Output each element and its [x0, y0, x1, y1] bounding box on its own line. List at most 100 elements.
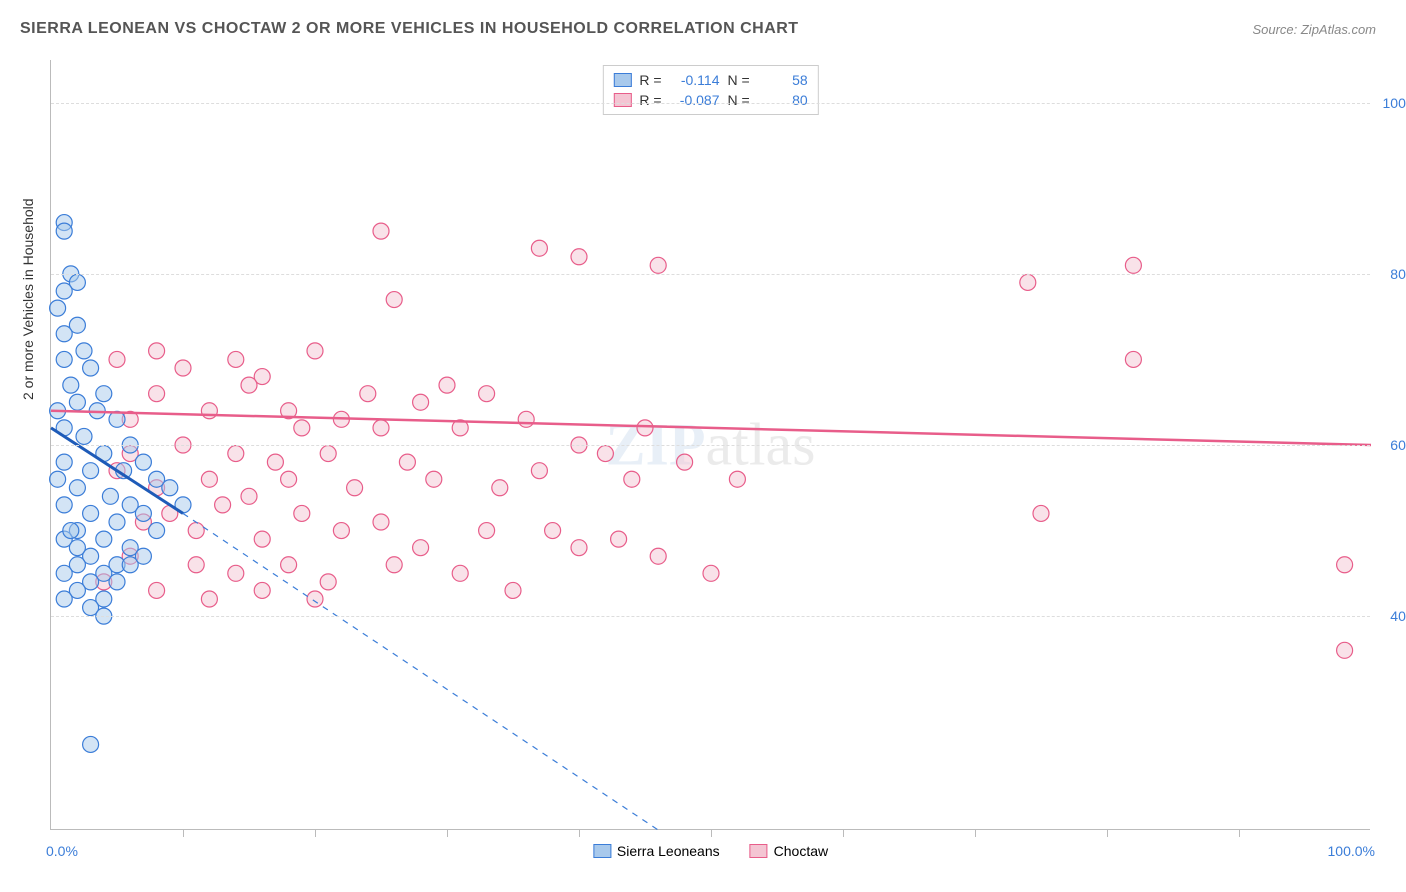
x-tick	[183, 829, 184, 837]
data-point	[333, 523, 349, 539]
data-point	[135, 505, 151, 521]
data-point	[373, 514, 389, 530]
legend-label-choctaw: Choctaw	[774, 843, 828, 859]
swatch-choctaw-legend	[750, 844, 768, 858]
x-axis-min: 0.0%	[46, 843, 78, 859]
legend-label-sierra: Sierra Leoneans	[617, 843, 720, 859]
data-point	[347, 480, 363, 496]
data-point	[267, 454, 283, 470]
x-tick	[711, 829, 712, 837]
data-point	[1033, 505, 1049, 521]
y-tick-label: 80.0%	[1390, 266, 1406, 282]
swatch-sierra	[613, 73, 631, 87]
data-point	[149, 582, 165, 598]
data-point	[149, 523, 165, 539]
data-point	[611, 531, 627, 547]
data-point	[56, 497, 72, 513]
data-point	[241, 377, 257, 393]
y-tick-label: 60.0%	[1390, 437, 1406, 453]
data-point	[1125, 257, 1141, 273]
data-point	[531, 463, 547, 479]
data-point	[96, 386, 112, 402]
data-point	[571, 540, 587, 556]
chart-title: SIERRA LEONEAN VS CHOCTAW 2 OR MORE VEHI…	[20, 20, 799, 38]
data-point	[703, 565, 719, 581]
x-tick	[1239, 829, 1240, 837]
r-label: R =	[639, 72, 661, 88]
y-tick-label: 40.0%	[1390, 608, 1406, 624]
n-label: N =	[728, 72, 750, 88]
x-tick	[315, 829, 316, 837]
data-point	[571, 249, 587, 265]
data-point	[56, 223, 72, 239]
data-point	[96, 531, 112, 547]
data-point	[531, 240, 547, 256]
data-point	[109, 514, 125, 530]
x-tick	[579, 829, 580, 837]
data-point	[320, 446, 336, 462]
data-point	[386, 557, 402, 573]
r-value-choctaw: -0.087	[670, 92, 720, 108]
data-point	[56, 283, 72, 299]
data-point	[69, 540, 85, 556]
n-value-sierra: 58	[758, 72, 808, 88]
gridline	[51, 274, 1370, 275]
trend-line	[183, 513, 658, 830]
data-point	[69, 480, 85, 496]
x-tick	[843, 829, 844, 837]
data-point	[479, 386, 495, 402]
data-point	[294, 505, 310, 521]
data-point	[505, 582, 521, 598]
data-point	[135, 548, 151, 564]
n-label: N =	[728, 92, 750, 108]
data-point	[281, 471, 297, 487]
data-point	[56, 565, 72, 581]
data-point	[386, 292, 402, 308]
stats-row-sierra: R = -0.114 N = 58	[613, 70, 807, 90]
data-point	[637, 420, 653, 436]
stats-row-choctaw: R = -0.087 N = 80	[613, 90, 807, 110]
data-point	[69, 394, 85, 410]
data-point	[76, 428, 92, 444]
data-point	[149, 343, 165, 359]
data-point	[360, 386, 376, 402]
data-point	[1337, 642, 1353, 658]
data-point	[228, 565, 244, 581]
data-point	[294, 420, 310, 436]
gridline	[51, 103, 1370, 104]
data-point	[373, 223, 389, 239]
data-point	[650, 548, 666, 564]
data-point	[439, 377, 455, 393]
data-point	[215, 497, 231, 513]
data-point	[228, 446, 244, 462]
n-value-choctaw: 80	[758, 92, 808, 108]
data-point	[63, 523, 79, 539]
source-attribution: Source: ZipAtlas.com	[1252, 22, 1376, 37]
legend-item-choctaw: Choctaw	[750, 843, 828, 859]
r-label: R =	[639, 92, 661, 108]
data-point	[479, 523, 495, 539]
data-point	[254, 531, 270, 547]
data-point	[102, 488, 118, 504]
data-point	[1337, 557, 1353, 573]
x-tick	[1107, 829, 1108, 837]
data-point	[677, 454, 693, 470]
data-point	[188, 523, 204, 539]
data-point	[56, 591, 72, 607]
data-point	[201, 403, 217, 419]
data-point	[307, 343, 323, 359]
data-point	[650, 257, 666, 273]
data-point	[63, 377, 79, 393]
data-point	[452, 565, 468, 581]
data-point	[320, 574, 336, 590]
data-point	[492, 480, 508, 496]
data-point	[162, 480, 178, 496]
data-point	[50, 471, 66, 487]
data-point	[518, 411, 534, 427]
x-tick	[447, 829, 448, 837]
data-point	[109, 351, 125, 367]
data-point	[76, 343, 92, 359]
gridline	[51, 616, 1370, 617]
data-point	[228, 351, 244, 367]
data-point	[56, 326, 72, 342]
